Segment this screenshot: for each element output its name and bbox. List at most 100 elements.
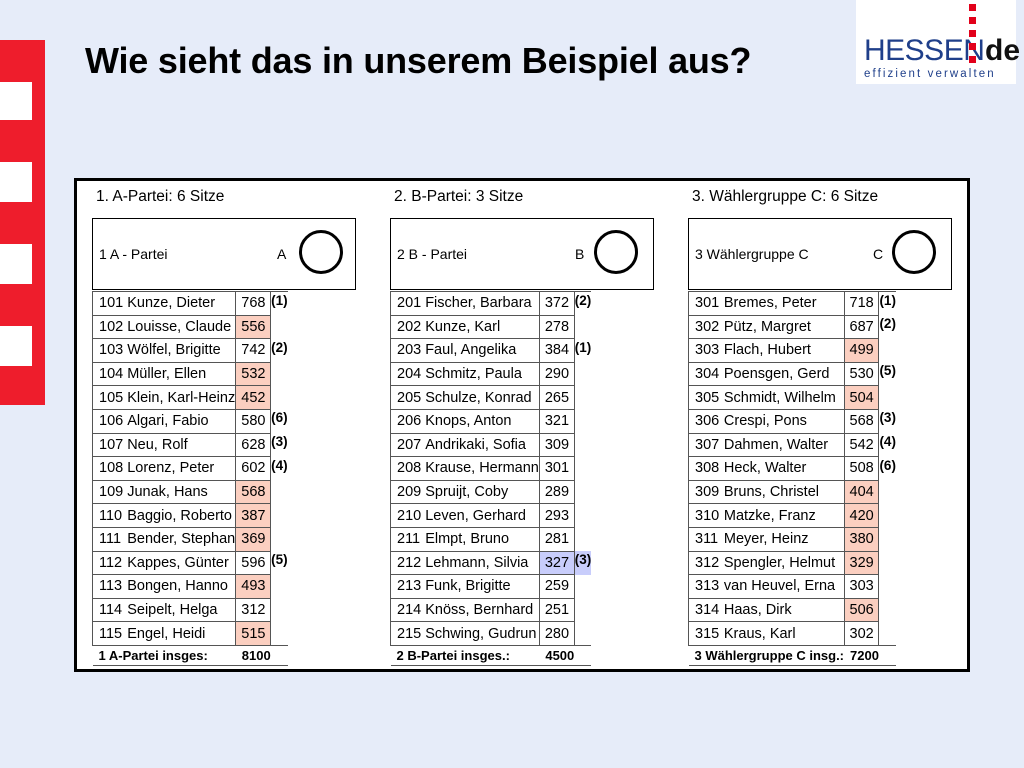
candidate-number: 106 [92,408,124,434]
candidate-votes: 329 [843,550,880,576]
candidate-name: Haas, Dirk [719,597,845,623]
candidate-votes: 404 [843,479,880,505]
party-vote-circle[interactable] [892,230,936,274]
decorative-stripe [0,40,45,405]
candidate-row: 204 Schmitz, Paula 290 [390,361,592,387]
total-spacer [574,644,592,666]
seat-rank [573,456,592,481]
seat-rank [878,527,896,552]
candidate-row: 209 Spruijt, Coby 289 [390,479,592,505]
seat-rank: (5) [878,362,896,386]
slide-title: Wie sieht das in unserem Beispiel aus? [85,40,752,81]
candidate-votes-value: 420 [849,507,874,524]
candidate-row: 201 Fischer, Barbara 372 (2) [390,291,592,316]
seat-rank: (6) [270,409,288,434]
candidate-votes: 568 [235,479,272,505]
candidate-votes-value: 499 [849,342,874,359]
candidate-row: 101 Kunze, Dieter 768 (1) [92,291,288,316]
candidate-number: 110 [92,503,124,528]
candidate-row: 210 Leven, Gerhard 293 [390,503,592,528]
total-votes: 8100 [235,644,271,666]
party-letter: A [277,246,287,262]
candidate-row: 103 Wölfel, Brigitte 742 (2) [92,338,288,363]
candidate-votes: 542 [843,432,880,458]
candidate-name: Spruijt, Coby [421,479,540,505]
candidate-votes: 369 [235,526,272,552]
seat-rank [573,527,592,552]
candidate-table: 301 Bremes, Peter 718 (1) 302 Pütz, Marg… [687,291,896,666]
seat-rank: (1) [878,291,896,316]
party-ballot-label: 2 B - Partei [397,246,468,262]
candidate-name: Elmpt, Bruno [421,526,540,552]
candidate-votes-value: 301 [544,460,570,477]
candidate-row: 214 Knöss, Bernhard 251 [390,597,592,623]
candidate-votes-value: 742 [241,342,266,359]
candidate-votes: 312 [235,597,272,623]
candidate-number: 107 [92,432,124,458]
candidate-votes-value: 568 [241,484,266,501]
candidate-name: Neu, Rolf [123,432,237,458]
candidate-votes: 742 [235,338,272,363]
party-ballot-box: 1 A - Partei A [92,218,356,290]
candidate-votes-value: 508 [849,460,874,477]
candidate-votes: 281 [538,526,575,552]
candidate-row: 205 Schulze, Konrad 265 [390,385,592,410]
seat-rank: (5) [270,551,288,575]
party-ballot-label: 3 Wählergruppe C [695,246,809,262]
candidate-row: 308 Heck, Walter 508 (6) [687,456,896,481]
candidate-votes-value: 542 [849,436,874,453]
candidate-name: Schwing, Gudrun [421,621,540,646]
candidate-votes: 309 [538,432,575,458]
candidate-number: 305 [687,385,720,410]
seat-rank: (1) [270,291,288,316]
candidate-number: 103 [92,338,124,363]
candidate-votes: 530 [843,361,880,387]
candidate-votes: 452 [235,385,272,410]
candidate-row: 115 Engel, Heidi 515 [92,621,288,646]
seat-rank: (3) [270,433,288,457]
candidate-number: 108 [92,456,124,481]
candidate-row: 110 Baggio, Roberto 387 [92,503,288,528]
candidate-name: Kunze, Dieter [123,291,237,316]
candidate-votes-value: 506 [849,602,874,619]
candidate-votes-value: 327 [544,554,570,571]
candidate-name: Flach, Hubert [719,338,845,363]
candidate-table: 201 Fischer, Barbara 372 (2) 202 Kunze, … [390,291,592,666]
logo-dots [969,4,977,64]
candidate-votes-value: 387 [241,507,266,524]
candidate-row: 114 Seipelt, Helga 312 [92,597,288,623]
candidate-number: 314 [687,597,720,623]
total-row: 3 Wählergruppe C insg.: 7200 [688,644,896,666]
candidate-votes-value: 504 [849,389,874,406]
candidate-number: 115 [92,621,124,646]
party-vote-circle[interactable] [594,230,638,274]
candidate-votes-value: 404 [849,484,874,501]
candidate-number: 303 [687,338,720,363]
party-vote-circle[interactable] [299,230,343,274]
candidate-number: 111 [92,526,124,552]
total-label: 1 A-Partei insges: [92,644,236,666]
candidate-votes: 768 [235,291,272,316]
candidate-row: 301 Bremes, Peter 718 (1) [687,291,896,316]
candidate-name: Knops, Anton [421,408,540,434]
candidate-name: Seipelt, Helga [123,597,237,623]
seat-rank [878,338,896,363]
candidate-votes: 568 [843,408,880,434]
candidate-number: 301 [687,291,720,316]
candidate-row: 102 Louisse, Claude 556 [92,314,288,340]
candidate-votes: 290 [538,361,575,387]
seat-rank: (2) [270,338,288,363]
seat-rank [573,621,592,646]
candidate-row: 312 Spengler, Helmut 329 [687,550,896,576]
candidate-votes-value: 530 [849,366,874,383]
candidate-number: 315 [687,621,720,646]
candidate-votes: 508 [843,456,880,481]
candidate-name: Lorenz, Peter [123,456,237,481]
candidate-votes-value: 278 [544,318,570,335]
candidate-row: 315 Kraus, Karl 302 [687,621,896,646]
seat-rank [878,551,896,575]
seat-rank [270,362,288,386]
seat-rank [270,503,288,528]
candidate-votes-value: 384 [544,342,570,359]
candidate-number: 215 [390,621,422,646]
